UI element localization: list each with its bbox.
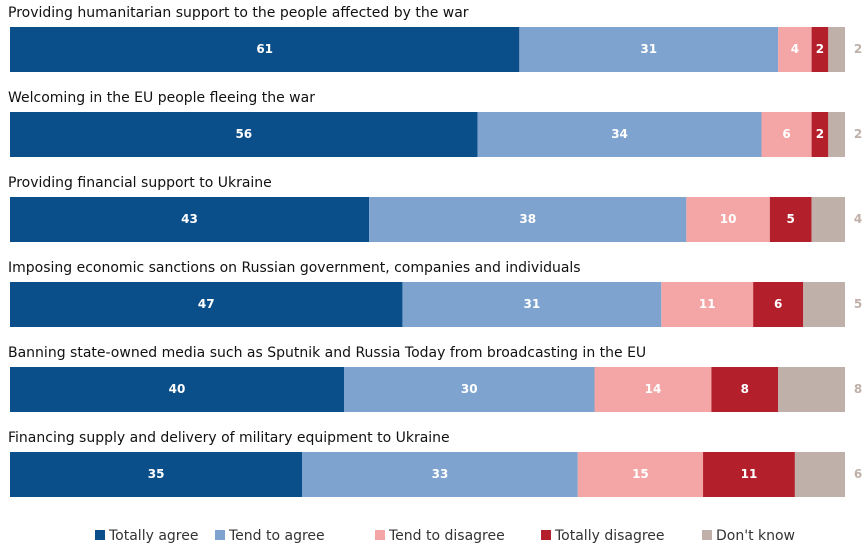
data-label: 61	[256, 42, 273, 56]
bar-segment	[753, 282, 804, 327]
category-label: Imposing economic sanctions on Russian g…	[8, 260, 581, 276]
data-label: 10	[720, 212, 737, 226]
bar-segment	[10, 197, 370, 242]
data-label: 5	[854, 297, 862, 311]
bar-segment	[302, 452, 578, 497]
data-label: 2	[816, 127, 824, 141]
legend-swatch	[375, 530, 385, 540]
data-label: 40	[169, 382, 186, 396]
data-label: 47	[198, 297, 215, 311]
bar-segment	[402, 282, 662, 327]
legend-swatch	[541, 530, 551, 540]
data-label: 35	[148, 467, 165, 481]
data-label: 11	[741, 467, 758, 481]
legend-label: Totally agree	[108, 528, 198, 544]
bar-segment	[811, 197, 845, 242]
data-label: 6	[854, 467, 862, 481]
data-label: 34	[611, 127, 628, 141]
data-label: 4	[791, 42, 799, 56]
data-label: 2	[854, 127, 862, 141]
bar-segment	[828, 112, 845, 157]
data-label: 14	[645, 382, 662, 396]
data-label: 5	[787, 212, 795, 226]
data-label: 43	[181, 212, 198, 226]
data-label: 2	[854, 42, 862, 56]
bar-segment	[828, 27, 845, 72]
bar-segment	[519, 27, 779, 72]
category-label: Welcoming in the EU people fleeing the w…	[8, 90, 315, 106]
data-label: 30	[461, 382, 478, 396]
data-label: 33	[432, 467, 449, 481]
data-label: 31	[640, 42, 657, 56]
legend-swatch	[702, 530, 712, 540]
data-label: 15	[632, 467, 649, 481]
data-label: 31	[524, 297, 541, 311]
bar-segment	[661, 282, 754, 327]
data-label: 8	[854, 382, 862, 396]
data-label: 6	[782, 127, 790, 141]
bar-segment	[10, 452, 303, 497]
bar-segment	[778, 367, 845, 412]
bar-segment	[369, 197, 687, 242]
legend-label: Totally disagree	[554, 528, 665, 544]
bar-segment	[10, 282, 403, 327]
bar-segment	[794, 452, 845, 497]
bar-segment	[711, 367, 779, 412]
legend-swatch	[215, 530, 225, 540]
data-label: 11	[699, 297, 716, 311]
data-label: 6	[774, 297, 782, 311]
data-label: 2	[816, 42, 824, 56]
bar-segment	[686, 197, 770, 242]
bar-segment	[477, 112, 762, 157]
bar-segment	[594, 367, 712, 412]
data-label: 4	[854, 212, 862, 226]
legend-label: Don't know	[716, 528, 795, 544]
legend-label: Tend to disagree	[388, 528, 505, 544]
bar-segment	[10, 27, 520, 72]
data-label: 56	[235, 127, 252, 141]
bar-segment	[344, 367, 595, 412]
bar-segment	[577, 452, 704, 497]
bar-segment	[778, 27, 812, 72]
bar-segment	[803, 282, 845, 327]
bar-segment	[811, 112, 829, 157]
category-label: Providing humanitarian support to the pe…	[8, 5, 469, 21]
bar-segment	[703, 452, 795, 497]
category-label: Providing financial support to Ukraine	[8, 175, 272, 191]
bar-segment	[769, 197, 812, 242]
bar-segment	[811, 27, 829, 72]
category-label: Financing supply and delivery of militar…	[8, 430, 450, 446]
bar-segment	[10, 367, 344, 412]
legend-swatch	[95, 530, 105, 540]
data-label: 8	[741, 382, 749, 396]
legend-label: Tend to agree	[228, 528, 325, 544]
category-label: Banning state-owned media such as Sputni…	[8, 345, 646, 361]
bar-segment	[10, 112, 478, 157]
bar-segment	[761, 112, 812, 157]
data-label: 38	[519, 212, 536, 226]
